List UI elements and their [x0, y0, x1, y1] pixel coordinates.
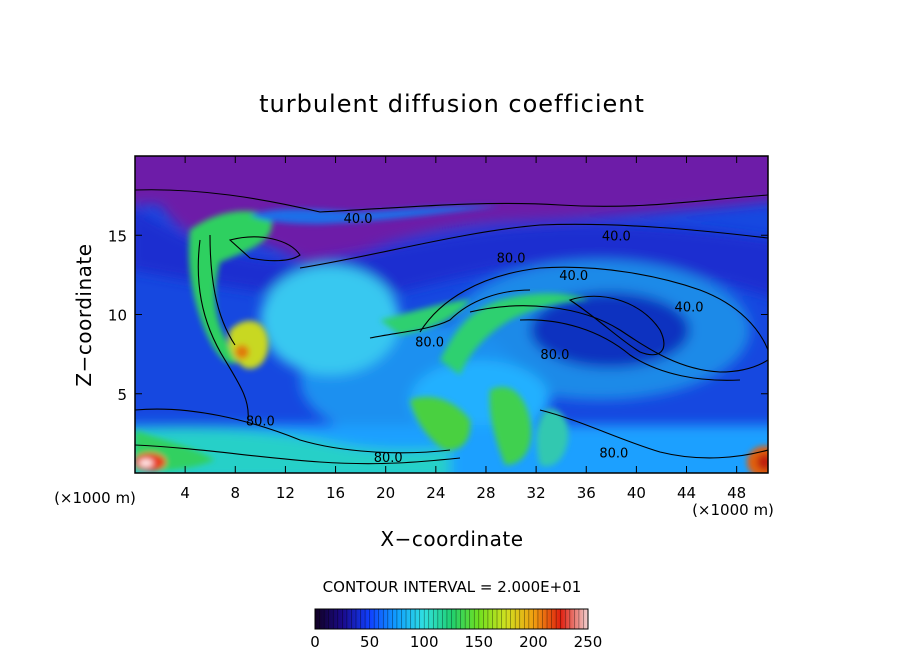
contour-labels: 40.0 40.0 80.0 40.0 40.0 80.0 80.0 80.0 80.0 80.0 [246, 212, 704, 466]
colorbar-tick-label: 50 [360, 633, 379, 651]
x-tick-label: 48 [727, 484, 746, 502]
contour-label: 80.0 [374, 451, 403, 466]
x-tick-label: 4 [180, 484, 190, 502]
colorbar-tick-label: 200 [519, 633, 548, 651]
colorbar-stripes [319, 609, 584, 629]
x-tick-label: 16 [326, 484, 345, 502]
y-axis-label: Z−coordinate [72, 243, 96, 386]
x-tick-label: 32 [527, 484, 546, 502]
contour-label: 80.0 [599, 446, 628, 461]
y-tick-label: 5 [117, 386, 127, 404]
x-axis-label: X−coordinate [380, 527, 523, 551]
contour-label: 80.0 [246, 415, 275, 430]
x-tick-label: 28 [476, 484, 495, 502]
contour-lines [135, 189, 768, 465]
y-axis-ticks: 5 10 15 [108, 227, 768, 404]
x-axis-unit-right: (×1000 m) [692, 501, 774, 519]
x-tick-label: 36 [577, 484, 596, 502]
x-tick-label: 40 [627, 484, 646, 502]
x-tick-label: 12 [276, 484, 295, 502]
y-tick-label: 15 [108, 227, 127, 245]
x-axis-unit-left: (×1000 m) [54, 489, 136, 507]
x-tick-label: 20 [376, 484, 395, 502]
contour-label: 80.0 [540, 348, 569, 363]
x-tick-label: 44 [677, 484, 696, 502]
contour-label: 40.0 [559, 269, 588, 284]
contour-label: 40.0 [602, 229, 631, 244]
colorbar-tick-label: 150 [464, 633, 493, 651]
colorbar-tick-label: 100 [410, 633, 439, 651]
contour-label: 80.0 [415, 335, 444, 350]
colorbar-tick-label: 0 [310, 633, 320, 651]
heatmap-field [135, 156, 768, 473]
contour-label: 80.0 [497, 251, 526, 266]
x-axis-ticks: 4 8 12 16 20 24 28 32 36 40 44 48 [180, 156, 746, 502]
x-tick-label: 24 [426, 484, 445, 502]
contour-label: 40.0 [344, 212, 373, 227]
contour-label: 40.0 [675, 301, 704, 316]
x-tick-label: 8 [231, 484, 241, 502]
colorbar-tick-label: 250 [574, 633, 603, 651]
chart-title: turbulent diffusion coefficient [259, 90, 645, 118]
contour-interval-label: CONTOUR INTERVAL = 2.000E+01 [323, 578, 582, 596]
colorbar-ticks: 0 50 100 150 200 250 [310, 633, 602, 651]
y-tick-label: 10 [108, 307, 127, 325]
